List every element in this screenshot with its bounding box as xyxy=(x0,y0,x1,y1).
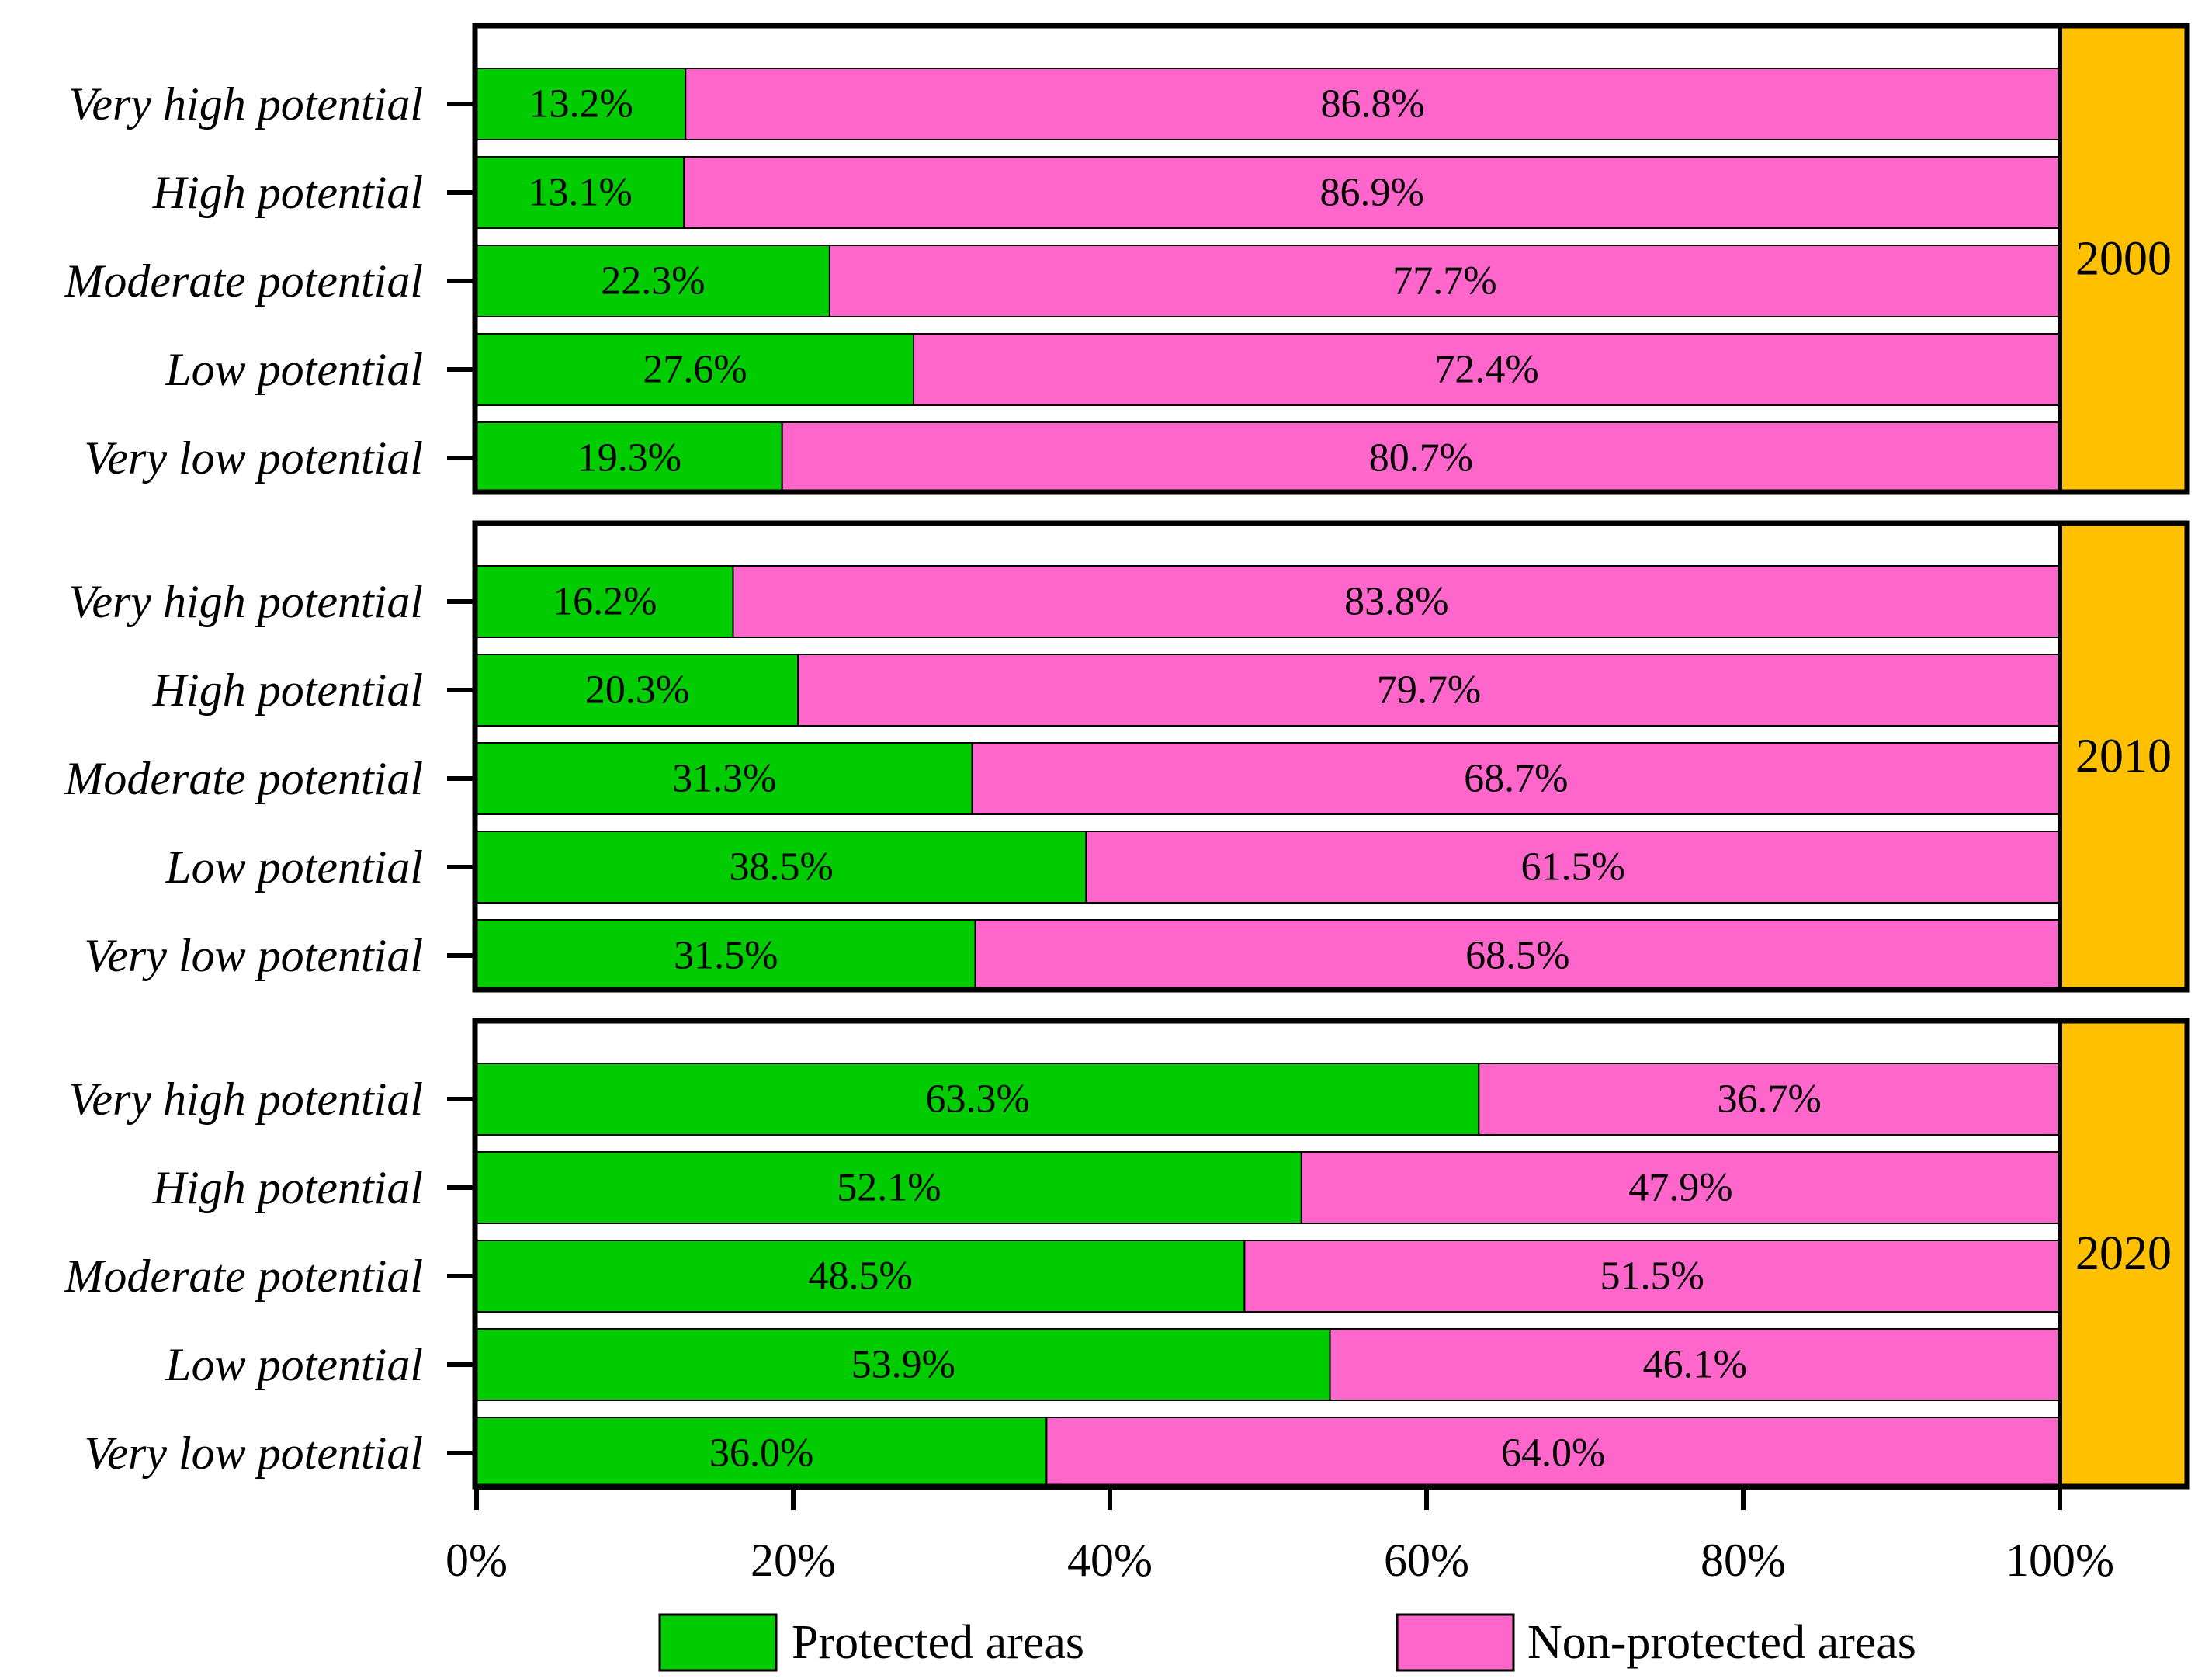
data-label-protected: 53.9% xyxy=(851,1343,955,1387)
data-label-non-protected: 86.9% xyxy=(1319,171,1423,215)
data-label-non-protected: 46.1% xyxy=(1643,1343,1747,1387)
year-label: 2000 xyxy=(2075,233,2172,286)
category-label: Very high potential xyxy=(68,576,423,627)
category-label: Very low potential xyxy=(84,930,423,981)
bar-protected xyxy=(476,421,783,494)
data-label-protected: 19.3% xyxy=(577,436,681,480)
category-label: Very low potential xyxy=(84,1427,423,1479)
bar-non-protected xyxy=(828,245,2061,317)
year-label: 2010 xyxy=(2075,730,2172,783)
data-label-protected: 31.5% xyxy=(674,934,778,978)
x-tick-label: 40% xyxy=(1067,1535,1153,1586)
year-label: 2020 xyxy=(2075,1227,2172,1280)
category-label: Very high potential xyxy=(68,1074,423,1125)
bar-protected xyxy=(476,1063,1480,1136)
bar-non-protected xyxy=(974,919,2061,992)
data-label-non-protected: 64.0% xyxy=(1501,1431,1605,1476)
data-label-protected: 13.2% xyxy=(529,82,633,127)
data-label-non-protected: 83.8% xyxy=(1344,580,1448,624)
category-label: High potential xyxy=(152,664,423,716)
x-tick-label: 60% xyxy=(1384,1535,1469,1586)
data-label-non-protected: 72.4% xyxy=(1434,348,1538,392)
data-label-non-protected: 77.7% xyxy=(1392,259,1496,304)
legend-label: Non-protected areas xyxy=(1527,1616,1916,1669)
panel-frame xyxy=(472,1018,2190,1490)
legend-swatch xyxy=(1396,1613,1515,1672)
data-label-protected: 16.2% xyxy=(553,580,657,624)
data-label-non-protected: 36.7% xyxy=(1717,1077,1821,1122)
bar-non-protected xyxy=(1300,1151,2061,1224)
panel-2010: 16.2% 83.8% Very high potential 20.3% 79.7% H… xyxy=(64,520,2190,993)
data-label-protected: 22.3% xyxy=(601,259,705,304)
bar-protected xyxy=(476,156,685,229)
category-label: Very low potential xyxy=(84,432,423,484)
category-label: Moderate potential xyxy=(64,255,423,307)
bar-protected xyxy=(476,333,915,406)
data-label-non-protected: 86.8% xyxy=(1320,82,1424,127)
data-label-protected: 36.0% xyxy=(709,1431,813,1476)
bar-protected xyxy=(476,1240,1246,1313)
panel-frame xyxy=(472,520,2190,993)
data-label-protected: 52.1% xyxy=(837,1166,941,1210)
bar-protected xyxy=(476,1328,1331,1401)
legend-label: Protected areas xyxy=(792,1616,1084,1669)
bar-protected xyxy=(476,565,734,638)
bar-protected xyxy=(476,654,799,727)
data-label-protected: 27.6% xyxy=(643,348,747,392)
x-tick-label: 80% xyxy=(1701,1535,1786,1586)
panel-2020: 63.3% 36.7% Very high potential 52.1% 47.9% H… xyxy=(64,1018,2190,1490)
legend: Protected areas Non-protected areas xyxy=(658,1613,1916,1672)
category-label: High potential xyxy=(152,167,423,218)
category-label: High potential xyxy=(152,1162,423,1213)
category-label: Very high potential xyxy=(68,78,423,130)
bar-non-protected xyxy=(685,68,2061,140)
data-label-protected: 48.5% xyxy=(809,1254,913,1299)
bar-non-protected xyxy=(1478,1063,2061,1136)
category-label: Low potential xyxy=(165,1339,423,1390)
data-label-non-protected: 80.7% xyxy=(1369,436,1473,480)
data-label-non-protected: 61.5% xyxy=(1521,845,1625,890)
data-label-protected: 38.5% xyxy=(730,845,834,890)
data-label-non-protected: 68.5% xyxy=(1465,934,1569,978)
data-label-protected: 63.3% xyxy=(925,1077,1029,1122)
bar-non-protected xyxy=(913,333,2061,406)
category-label: Moderate potential xyxy=(64,1251,423,1302)
legend-swatch xyxy=(658,1613,778,1672)
bar-protected xyxy=(476,742,973,815)
bar-non-protected xyxy=(971,742,2061,815)
bar-protected xyxy=(476,831,1087,904)
data-label-non-protected: 47.9% xyxy=(1628,1166,1732,1210)
category-label: Moderate potential xyxy=(64,753,423,804)
data-label-non-protected: 51.5% xyxy=(1600,1254,1704,1299)
bar-non-protected xyxy=(1045,1417,2061,1490)
year-box xyxy=(2060,26,2187,492)
bar-protected xyxy=(476,1151,1302,1224)
x-tick-label: 20% xyxy=(751,1535,836,1586)
chart-panels: 13.2% 86.8% Very high potential 13.1% 86.9% H… xyxy=(64,23,2190,1490)
bar-non-protected xyxy=(732,565,2061,638)
panel-frame xyxy=(472,23,2190,495)
x-axis: 0% 20% 40% 60% 80% 100% xyxy=(446,1486,2114,1586)
bar-non-protected xyxy=(1085,831,2061,904)
data-label-non-protected: 79.7% xyxy=(1377,668,1481,713)
data-label-non-protected: 68.7% xyxy=(1464,757,1568,801)
bar-protected xyxy=(476,919,976,992)
panel-2000: 13.2% 86.8% Very high potential 13.1% 86.9% H… xyxy=(64,23,2190,495)
category-label: Low potential xyxy=(165,344,423,395)
bar-non-protected xyxy=(797,654,2061,727)
bar-non-protected xyxy=(1329,1328,2061,1401)
bar-non-protected xyxy=(1243,1240,2061,1313)
year-box xyxy=(2060,523,2187,990)
category-label: Low potential xyxy=(165,841,423,893)
x-tick-label: 0% xyxy=(446,1535,508,1586)
year-box xyxy=(2060,1021,2187,1486)
bar-protected xyxy=(476,68,687,140)
data-label-protected: 31.3% xyxy=(672,757,776,801)
data-label-protected: 13.1% xyxy=(528,171,632,215)
x-tick-label: 100% xyxy=(2006,1535,2114,1586)
data-label-protected: 20.3% xyxy=(585,668,689,713)
bar-non-protected xyxy=(781,421,2061,494)
